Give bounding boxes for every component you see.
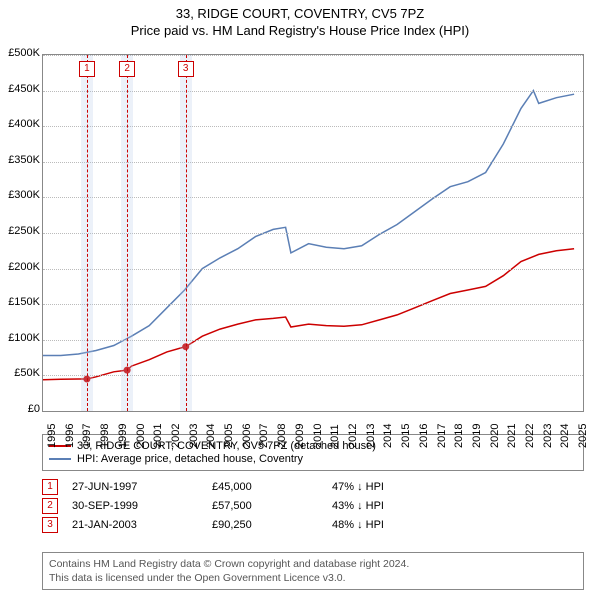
chart-title: 33, RIDGE COURT, COVENTRY, CV5 7PZ <box>0 6 600 21</box>
transaction-diff: 47% ↓ HPI <box>332 481 472 493</box>
xtick-label: 2001 <box>152 424 164 448</box>
xtick-label: 2014 <box>382 424 394 448</box>
ytick-label: £300K <box>0 189 40 201</box>
xtick-label: 2023 <box>542 424 554 448</box>
ytick-label: £150K <box>0 296 40 308</box>
transaction-row-marker: 1 <box>42 479 58 495</box>
xtick-label: 2020 <box>489 424 501 448</box>
ytick-label: £350K <box>0 154 40 166</box>
transaction-dashline <box>127 55 128 411</box>
transaction-row: 3 21-JAN-2003£90,25048% ↓ HPI <box>42 517 584 533</box>
xtick-label: 2025 <box>577 424 589 448</box>
chart-subtitle: Price paid vs. HM Land Registry's House … <box>0 23 600 38</box>
ytick-label: £500K <box>0 47 40 59</box>
transaction-marker: 3 <box>178 61 194 77</box>
transaction-date: 27-JUN-1997 <box>72 481 212 493</box>
xtick-label: 2003 <box>188 424 200 448</box>
xtick-label: 2019 <box>471 424 483 448</box>
legend-swatch <box>49 458 71 460</box>
xtick-label: 2017 <box>436 424 448 448</box>
footer-line: This data is licensed under the Open Gov… <box>49 571 577 585</box>
transaction-date: 21-JAN-2003 <box>72 519 212 531</box>
xtick-label: 2007 <box>258 424 270 448</box>
legend-label: HPI: Average price, detached house, Cove… <box>77 453 303 465</box>
transaction-price: £57,500 <box>212 500 332 512</box>
transaction-date: 30-SEP-1999 <box>72 500 212 512</box>
xtick-label: 2021 <box>506 424 518 448</box>
xtick-label: 2024 <box>559 424 571 448</box>
xtick-label: 1999 <box>117 424 129 448</box>
transaction-marker: 1 <box>79 61 95 77</box>
xtick-label: 2010 <box>312 424 324 448</box>
transaction-dashline <box>87 55 88 411</box>
transaction-price: £90,250 <box>212 519 332 531</box>
transaction-diff: 48% ↓ HPI <box>332 519 472 531</box>
xtick-label: 1997 <box>81 424 93 448</box>
transaction-row-marker: 2 <box>42 498 58 514</box>
xtick-label: 1995 <box>46 424 58 448</box>
transaction-row-marker: 3 <box>42 517 58 533</box>
footer-attribution: Contains HM Land Registry data © Crown c… <box>42 552 584 590</box>
ytick-label: £250K <box>0 225 40 237</box>
xtick-label: 2022 <box>524 424 536 448</box>
ytick-label: £450K <box>0 83 40 95</box>
footer-line: Contains HM Land Registry data © Crown c… <box>49 557 577 571</box>
transaction-marker: 2 <box>119 61 135 77</box>
transaction-price: £45,000 <box>212 481 332 493</box>
xtick-label: 1996 <box>64 424 76 448</box>
xtick-label: 1998 <box>99 424 111 448</box>
ytick-label: £100K <box>0 332 40 344</box>
transaction-dashline <box>186 55 187 411</box>
legend-item: HPI: Average price, detached house, Cove… <box>49 453 577 465</box>
transaction-row: 1 27-JUN-1997£45,00047% ↓ HPI <box>42 479 584 495</box>
ytick-label: £400K <box>0 118 40 130</box>
plot-area: 1 2 3 <box>42 54 584 412</box>
ytick-label: £50K <box>0 367 40 379</box>
transaction-diff: 43% ↓ HPI <box>332 500 472 512</box>
chart-container: 33, RIDGE COURT, COVENTRY, CV5 7PZ Price… <box>0 6 600 596</box>
xtick-label: 2000 <box>135 424 147 448</box>
xtick-label: 2013 <box>365 424 377 448</box>
xtick-label: 2016 <box>418 424 430 448</box>
xtick-label: 2008 <box>276 424 288 448</box>
ytick-label: £0 <box>0 403 40 415</box>
xtick-label: 2005 <box>223 424 235 448</box>
xtick-label: 2015 <box>400 424 412 448</box>
transaction-table: 1 27-JUN-1997£45,00047% ↓ HPI 2 30-SEP-1999… <box>42 476 584 536</box>
xtick-label: 2018 <box>453 424 465 448</box>
transaction-row: 2 30-SEP-1999£57,50043% ↓ HPI <box>42 498 584 514</box>
xtick-label: 2004 <box>205 424 217 448</box>
xtick-label: 2006 <box>241 424 253 448</box>
xtick-label: 2011 <box>329 424 341 448</box>
xtick-label: 2009 <box>294 424 306 448</box>
xtick-label: 2012 <box>347 424 359 448</box>
ytick-label: £200K <box>0 261 40 273</box>
xtick-label: 2002 <box>170 424 182 448</box>
